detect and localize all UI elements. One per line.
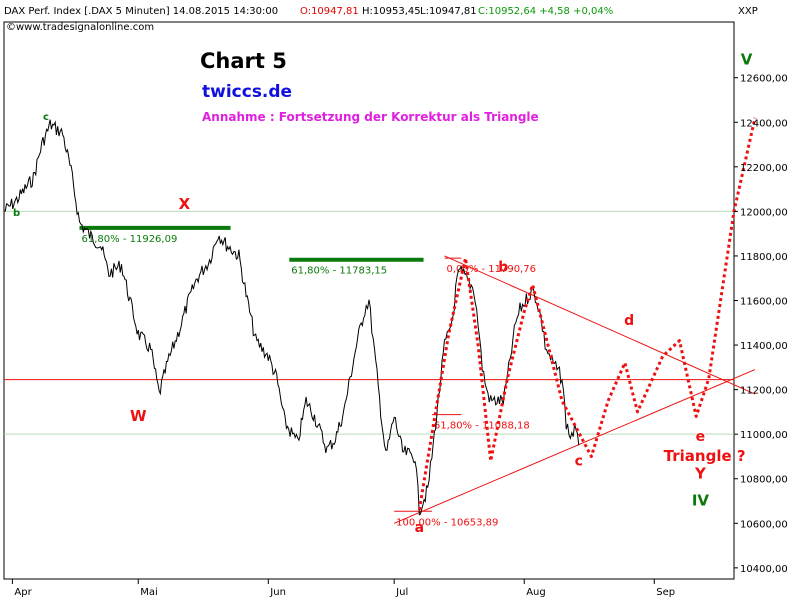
chart-title: Chart 5	[200, 49, 287, 73]
x-tick-label: Aug	[526, 587, 546, 598]
fib-label: 61,80% - 11926,09	[82, 234, 178, 245]
wave-label: X	[179, 195, 191, 213]
header-low: L:10947,81	[420, 6, 477, 17]
y-tick-label: 11200,00	[740, 386, 788, 397]
y-tick-label: 11000,00	[740, 430, 788, 441]
y-tick-label: 10800,00	[740, 475, 788, 486]
wave-label: a	[415, 520, 424, 536]
source-label: www.tradesignalonline.com	[16, 22, 154, 33]
assumption-label: Annahme : Fortsetzung der Korrektur als …	[202, 110, 539, 124]
wave-label: W	[130, 407, 147, 425]
y-tick-label: 12200,00	[740, 163, 788, 174]
wave-label: IV	[692, 491, 710, 509]
header-close: C:10952,64 +4,58 +0,04%	[478, 6, 613, 17]
fib-label: 61,80% - 11783,15	[291, 266, 387, 277]
wave-label: Y	[694, 465, 707, 483]
wave-label: b	[13, 208, 20, 219]
y-tick-label: 11600,00	[740, 297, 788, 308]
scale-label: XXP	[738, 6, 758, 17]
trendline	[393, 369, 756, 524]
site-label: twiccs.de	[202, 82, 292, 102]
y-tick-label: 11400,00	[740, 341, 788, 352]
x-tick-label: Jun	[269, 587, 286, 598]
wave-label: b	[498, 260, 508, 276]
copyright-icon: ©	[6, 22, 16, 33]
fib-label: 100,00% - 10653,89	[396, 517, 498, 528]
x-tick-label: Mai	[140, 587, 158, 598]
x-tick-label: Sep	[656, 587, 675, 598]
price-line	[3, 119, 580, 516]
y-tick-label: 12000,00	[740, 207, 788, 218]
price-series	[3, 119, 580, 516]
fib-label: 61,80% - 11088,18	[434, 421, 530, 432]
wave-label: d	[624, 313, 634, 329]
trendlines	[393, 255, 756, 524]
y-tick-label: 12400,00	[740, 118, 788, 129]
x-axis: Apr Mai Jun Jul Aug Sep	[11, 579, 675, 598]
y-tick-label: 12600,00	[740, 74, 788, 85]
wave-label: c	[43, 112, 49, 123]
y-tick-label: 10600,00	[740, 519, 788, 530]
header-high: H:10953,45	[362, 6, 421, 17]
y-tick-label: 11800,00	[740, 252, 788, 263]
y-axis: 12600,00 12400,00 12200,00 12000,00 11800,00…	[734, 74, 788, 575]
wave-label: c	[575, 453, 583, 469]
wave-labels: c b X Wa b c d e Triangle ?Y IV V	[13, 50, 753, 536]
trendline	[444, 255, 756, 395]
header-instrument: DAX Perf. Index [.DAX 5 Minuten] 14.08.2…	[4, 6, 278, 17]
x-tick-label: Jul	[395, 587, 408, 598]
x-tick-label: Apr	[14, 587, 32, 598]
wave-label: e	[696, 429, 706, 445]
header-open: O:10947,81	[300, 6, 359, 17]
horizontal-lines	[4, 210, 734, 435]
wave-label: Triangle ?	[664, 447, 746, 465]
fib-markers: 61,80% - 11926,09 61,80% - 11783,15 0,00% …	[79, 225, 536, 528]
wave-label: V	[741, 50, 753, 68]
fib-label: 0,00% - 11790,76	[447, 264, 536, 275]
y-tick-label: 10400,00	[740, 564, 788, 575]
